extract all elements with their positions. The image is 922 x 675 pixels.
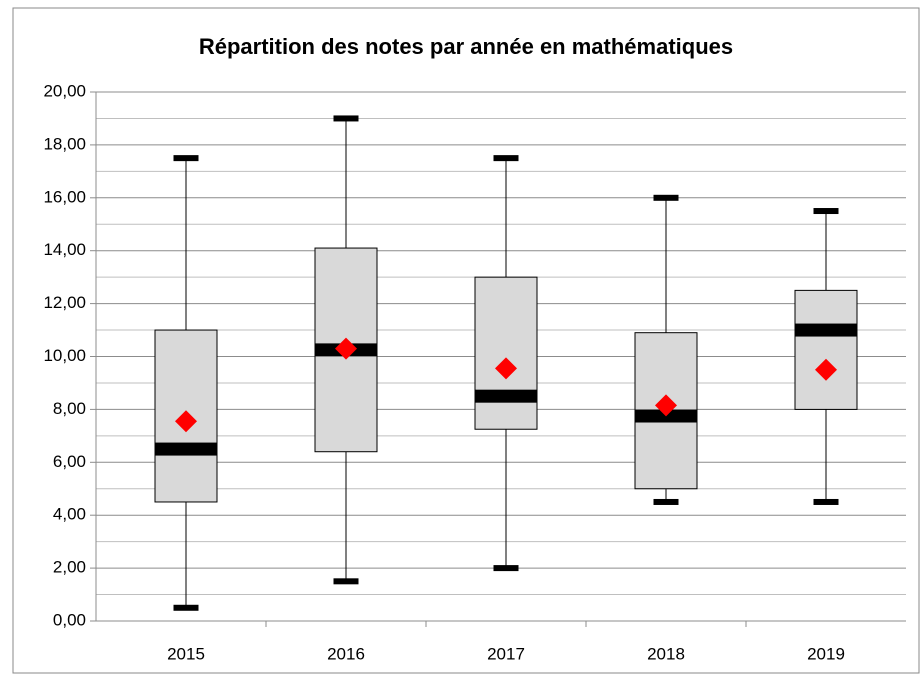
chart-title: Répartition des notes par année en mathé… — [199, 34, 733, 59]
median — [475, 389, 537, 403]
y-tick-label: 6,00 — [53, 452, 86, 471]
mean-marker — [335, 337, 357, 360]
y-tick-label: 0,00 — [53, 610, 86, 629]
mean-marker — [495, 357, 517, 380]
y-tick-label: 20,00 — [43, 81, 86, 100]
y-tick-label: 14,00 — [43, 240, 86, 259]
whisker-cap-min — [653, 498, 679, 505]
x-tick-label: 2016 — [327, 644, 365, 663]
whisker-cap-max — [653, 194, 679, 201]
median — [795, 323, 857, 337]
x-tick-label: 2015 — [167, 644, 205, 663]
whisker-cap-min — [173, 604, 199, 611]
whisker-cap-min — [333, 578, 359, 585]
whisker-cap-max — [333, 115, 359, 122]
y-tick-label: 8,00 — [53, 399, 86, 418]
chart-frame — [12, 7, 920, 674]
whisker-cap-min — [493, 565, 519, 572]
y-tick-label: 16,00 — [43, 187, 86, 206]
whisker-cap-min — [813, 498, 839, 505]
y-tick-label: 10,00 — [43, 346, 86, 365]
x-tick-label: 2019 — [807, 644, 845, 663]
box — [794, 289, 858, 410]
x-tick-label: 2017 — [487, 644, 525, 663]
x-tick-label: 2018 — [647, 644, 685, 663]
y-tick-label: 2,00 — [53, 558, 86, 577]
whisker-cap-max — [173, 155, 199, 162]
mean-marker — [815, 358, 837, 381]
whisker-cap-max — [813, 208, 839, 215]
median — [155, 442, 217, 456]
y-tick-label: 12,00 — [43, 293, 86, 312]
y-tick-label: 18,00 — [43, 134, 86, 153]
mean-marker — [655, 394, 677, 417]
whisker-cap-max — [493, 155, 519, 162]
mean-marker — [175, 410, 197, 433]
box — [474, 276, 538, 430]
y-tick-label: 4,00 — [53, 505, 86, 524]
